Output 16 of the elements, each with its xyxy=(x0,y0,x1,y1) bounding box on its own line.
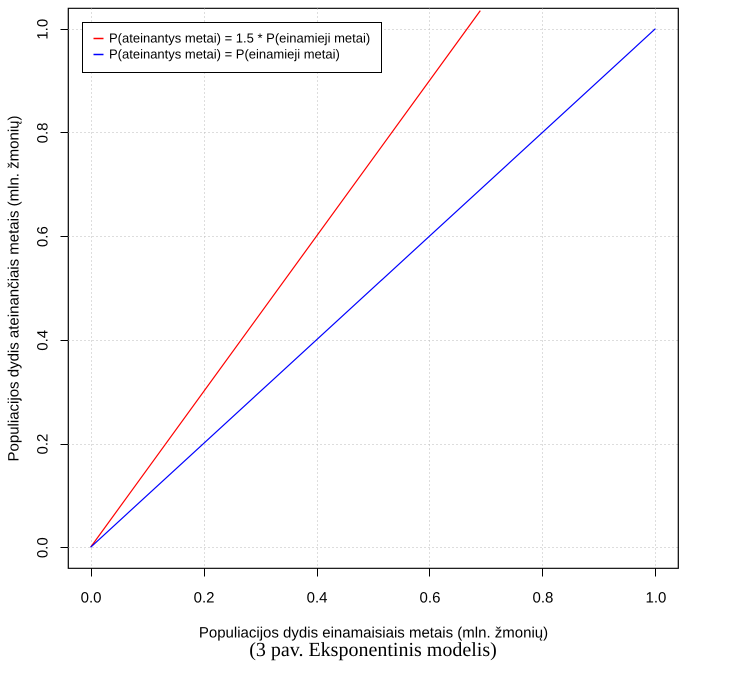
y-tick-label: 0.0 xyxy=(34,537,52,558)
legend-label: P(ateinantys metai) = P(einamieji metai) xyxy=(109,46,340,62)
x-tick-label: 1.0 xyxy=(645,590,666,606)
y-tick-label: 0.2 xyxy=(34,434,52,454)
x-tick-label: 0.6 xyxy=(420,590,440,606)
y-axis-title: Populiacijos dydis ateinančiais metais (mln. žmonių) xyxy=(6,116,22,462)
y-tick-label: 1.0 xyxy=(34,18,52,40)
x-axis-title: Populiacijos dydis einamaisiais metais (mln. žmonių) xyxy=(198,624,548,642)
y-tick-label: 0.4 xyxy=(34,330,52,351)
x-tick-label: 0.0 xyxy=(80,590,102,606)
x-tick-label: 0.8 xyxy=(532,590,554,606)
legend-label: P(ateinantys metai) = 1.5 * P(einamieji metai) xyxy=(109,30,370,46)
x-tick-label: 0.4 xyxy=(306,590,328,606)
y-tick-label: 0.8 xyxy=(34,122,52,144)
y-tick-label: 0.6 xyxy=(34,226,52,248)
x-tick-label: 0.2 xyxy=(194,590,214,606)
